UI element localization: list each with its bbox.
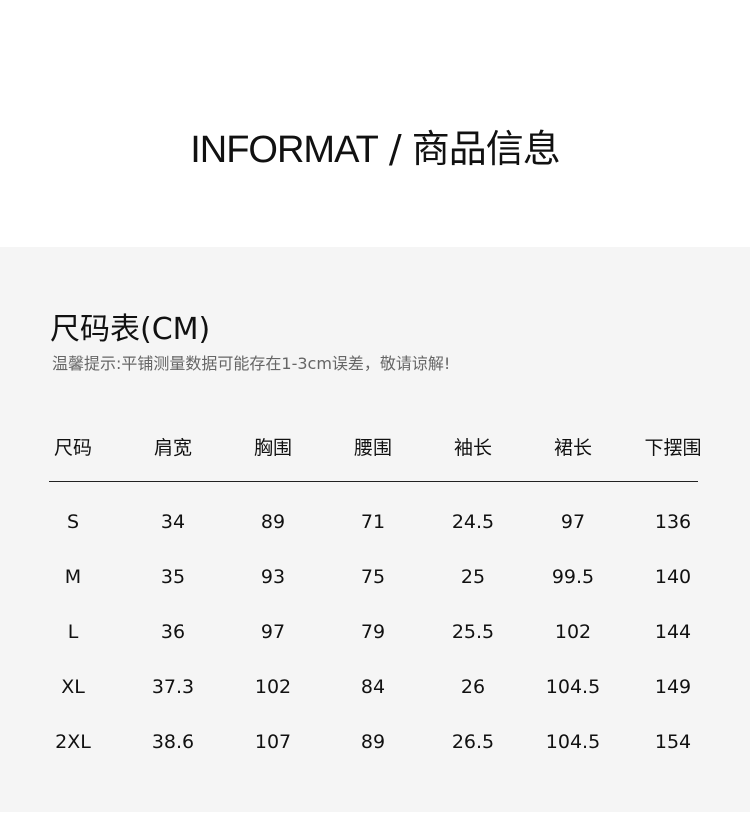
table-cell: 140 xyxy=(654,566,692,588)
table-cell: XL xyxy=(61,676,85,698)
table-cell: 25.5 xyxy=(451,621,495,643)
table-header-row: 尺码 肩宽 胸围 腰围 袖长 裙长 下摆围 xyxy=(23,433,723,463)
table-cell: 84 xyxy=(360,676,386,698)
table-cell: 89 xyxy=(360,731,386,753)
table-cell: 79 xyxy=(360,621,386,643)
table-cell: 75 xyxy=(360,566,386,588)
table-cell: 136 xyxy=(654,511,692,533)
table-cell: 99.5 xyxy=(551,566,595,588)
size-chart-title: 尺码表(CM) xyxy=(50,312,211,347)
measurement-tip: 温馨提示:平铺测量数据可能存在1-3cm误差，敬请谅解! xyxy=(52,354,451,373)
title-separator: / xyxy=(377,127,412,171)
table-cell: 尺码 xyxy=(53,437,92,459)
table-cell: 144 xyxy=(654,621,692,643)
table-cell: 102 xyxy=(254,676,292,698)
table-cell: 胸围 xyxy=(253,437,292,459)
table-cell: 裙长 xyxy=(553,437,592,459)
table-cell: 2XL xyxy=(55,731,91,753)
table-cell: 71 xyxy=(360,511,386,533)
table-cell: 36 xyxy=(160,621,186,643)
table-cell: 97 xyxy=(560,511,586,533)
table-row: XL 37.3 102 84 26 104.5 149 xyxy=(23,672,723,702)
table-cell: 袖长 xyxy=(453,437,492,459)
table-row: L 36 97 79 25.5 102 144 xyxy=(23,617,723,647)
table-cell: 93 xyxy=(260,566,286,588)
table-cell: S xyxy=(66,511,80,533)
table-cell: 107 xyxy=(254,731,292,753)
table-cell: M xyxy=(64,566,82,588)
page-title: INFORMAT / 商品信息 xyxy=(0,118,750,173)
table-cell: 97 xyxy=(260,621,286,643)
table-cell: 肩宽 xyxy=(153,437,192,459)
table-cell: L xyxy=(67,621,79,643)
header-divider xyxy=(49,481,698,482)
table-cell: 24.5 xyxy=(451,511,495,533)
table-cell: 37.3 xyxy=(151,676,195,698)
table-cell: 25 xyxy=(460,566,486,588)
title-cn: 商品信息 xyxy=(411,127,561,171)
table-cell: 104.5 xyxy=(545,731,601,753)
table-cell: 35 xyxy=(160,566,186,588)
table-cell: 34 xyxy=(160,511,186,533)
table-cell: 102 xyxy=(554,621,592,643)
size-chart-panel xyxy=(0,247,750,812)
table-cell: 149 xyxy=(654,676,692,698)
table-cell: 89 xyxy=(260,511,286,533)
table-cell: 38.6 xyxy=(151,731,195,753)
table-cell: 104.5 xyxy=(545,676,601,698)
title-en: INFORMAT xyxy=(190,129,379,171)
table-cell: 26 xyxy=(460,676,486,698)
table-cell: 下摆围 xyxy=(644,437,702,459)
table-row: 2XL 38.6 107 89 26.5 104.5 154 xyxy=(23,727,723,757)
table-cell: 26.5 xyxy=(451,731,495,753)
table-cell: 腰围 xyxy=(353,437,392,459)
table-cell: 154 xyxy=(654,731,692,753)
table-row: S 34 89 71 24.5 97 136 xyxy=(23,507,723,537)
table-row: M 35 93 75 25 99.5 140 xyxy=(23,562,723,592)
